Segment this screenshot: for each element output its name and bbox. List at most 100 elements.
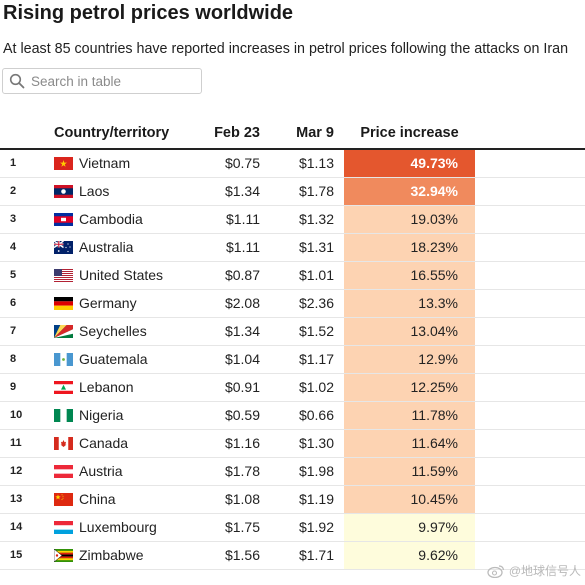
page-title: Rising petrol prices worldwide — [3, 2, 294, 24]
country-cell: Lebanon — [30, 373, 190, 402]
increase-cell: 49.73% — [344, 149, 475, 178]
mar-price-cell: $1.17 — [270, 345, 344, 374]
increase-cell: 12.9% — [344, 345, 475, 374]
rank-cell: 15 — [0, 541, 30, 570]
watermark: @地球信号人 — [487, 562, 581, 579]
row-spacer — [475, 345, 585, 374]
feb-price-cell: $0.87 — [190, 261, 270, 290]
increase-cell: 19.03% — [344, 205, 475, 234]
mar-column-header[interactable]: Mar 9 — [270, 118, 344, 150]
rank-cell: 10 — [0, 401, 30, 430]
increase-column-header[interactable]: Price increase — [344, 118, 475, 150]
rank-cell: 8 — [0, 345, 30, 374]
feb-price-cell: $1.08 — [190, 485, 270, 514]
weibo-logo-icon — [487, 564, 504, 578]
table-row: 9 Lebanon $0.91 $1.02 12.25% — [0, 373, 585, 402]
country-name: Lebanon — [79, 379, 134, 395]
table-body: 1 Vietnam $0.75 $1.13 49.73% 2 Laos $1.34 $1.78 3… — [0, 149, 585, 570]
table-row: 2 Laos $1.34 $1.78 32.94% — [0, 177, 585, 206]
united-states-flag-icon — [54, 268, 73, 282]
mar-price-cell: $0.66 — [270, 401, 344, 430]
increase-cell: 16.55% — [344, 261, 475, 290]
country-name: China — [79, 491, 116, 507]
rank-cell: 9 — [0, 373, 30, 402]
rank-cell: 1 — [0, 149, 30, 178]
country-cell: Canada — [30, 429, 190, 458]
feb-price-cell: $1.78 — [190, 457, 270, 486]
australia-flag-icon — [54, 240, 73, 254]
search-input[interactable] — [29, 72, 189, 90]
country-name: Germany — [79, 295, 137, 311]
rank-cell: 14 — [0, 513, 30, 542]
mar-price-cell: $1.98 — [270, 457, 344, 486]
country-name: Luxembourg — [79, 519, 157, 535]
table-row: 1 Vietnam $0.75 $1.13 49.73% — [0, 149, 585, 178]
country-column-header[interactable]: Country/territory — [30, 118, 190, 150]
table-row: 10 Nigeria $0.59 $0.66 11.78% — [0, 401, 585, 430]
rank-cell: 11 — [0, 429, 30, 458]
increase-cell: 10.45% — [344, 485, 475, 514]
cambodia-flag-icon — [54, 212, 73, 226]
row-spacer — [475, 289, 585, 318]
table-header-row: Country/territory Feb 23 Mar 9 Price inc… — [0, 118, 585, 150]
search-box[interactable] — [2, 68, 202, 94]
feb-price-cell: $0.91 — [190, 373, 270, 402]
mar-price-cell: $1.30 — [270, 429, 344, 458]
table-row: 6 Germany $2.08 $2.36 13.3% — [0, 289, 585, 318]
country-name: Cambodia — [79, 211, 143, 227]
austria-flag-icon — [54, 464, 73, 478]
country-cell: Guatemala — [30, 345, 190, 374]
row-spacer — [475, 177, 585, 206]
increase-cell: 9.97% — [344, 513, 475, 542]
feb-column-header[interactable]: Feb 23 — [190, 118, 270, 150]
feb-price-cell: $1.16 — [190, 429, 270, 458]
country-cell: Vietnam — [30, 149, 190, 178]
table-row: 14 Luxembourg $1.75 $1.92 9.97% — [0, 513, 585, 542]
page-subtitle: At least 85 countries have reported incr… — [3, 41, 569, 57]
mar-price-cell: $1.52 — [270, 317, 344, 346]
seychelles-flag-icon — [54, 324, 73, 338]
increase-cell: 11.64% — [344, 429, 475, 458]
rank-column-header — [0, 118, 30, 150]
row-spacer — [475, 485, 585, 514]
mar-price-cell: $1.01 — [270, 261, 344, 290]
table-row: 12 Austria $1.78 $1.98 11.59% — [0, 457, 585, 486]
country-cell: Australia — [30, 233, 190, 262]
increase-cell: 18.23% — [344, 233, 475, 262]
zimbabwe-flag-icon — [54, 548, 73, 562]
country-cell: China — [30, 485, 190, 514]
mar-price-cell: $1.78 — [270, 177, 344, 206]
feb-price-cell: $0.59 — [190, 401, 270, 430]
luxembourg-flag-icon — [54, 520, 73, 534]
nigeria-flag-icon — [54, 408, 73, 422]
rank-cell: 5 — [0, 261, 30, 290]
country-cell: Zimbabwe — [30, 541, 190, 570]
feb-price-cell: $1.34 — [190, 317, 270, 346]
rank-cell: 7 — [0, 317, 30, 346]
table-row: 7 Seychelles $1.34 $1.52 13.04% — [0, 317, 585, 346]
rank-cell: 12 — [0, 457, 30, 486]
laos-flag-icon — [54, 184, 73, 198]
increase-cell: 32.94% — [344, 177, 475, 206]
table-row: 4 Australia $1.11 $1.31 18.23% — [0, 233, 585, 262]
row-spacer — [475, 205, 585, 234]
china-flag-icon — [54, 492, 73, 506]
mar-price-cell: $1.71 — [270, 541, 344, 570]
lebanon-flag-icon — [54, 380, 73, 394]
feb-price-cell: $1.11 — [190, 205, 270, 234]
row-spacer — [475, 429, 585, 458]
feb-price-cell: $1.56 — [190, 541, 270, 570]
country-cell: United States — [30, 261, 190, 290]
header-spacer — [475, 118, 585, 150]
increase-cell: 12.25% — [344, 373, 475, 402]
country-cell: Nigeria — [30, 401, 190, 430]
feb-price-cell: $2.08 — [190, 289, 270, 318]
mar-price-cell: $1.32 — [270, 205, 344, 234]
feb-price-cell: $1.75 — [190, 513, 270, 542]
row-spacer — [475, 541, 585, 570]
country-cell: Austria — [30, 457, 190, 486]
country-name: Seychelles — [79, 323, 147, 339]
row-spacer — [475, 233, 585, 262]
rank-cell: 4 — [0, 233, 30, 262]
country-name: Austria — [79, 463, 123, 479]
